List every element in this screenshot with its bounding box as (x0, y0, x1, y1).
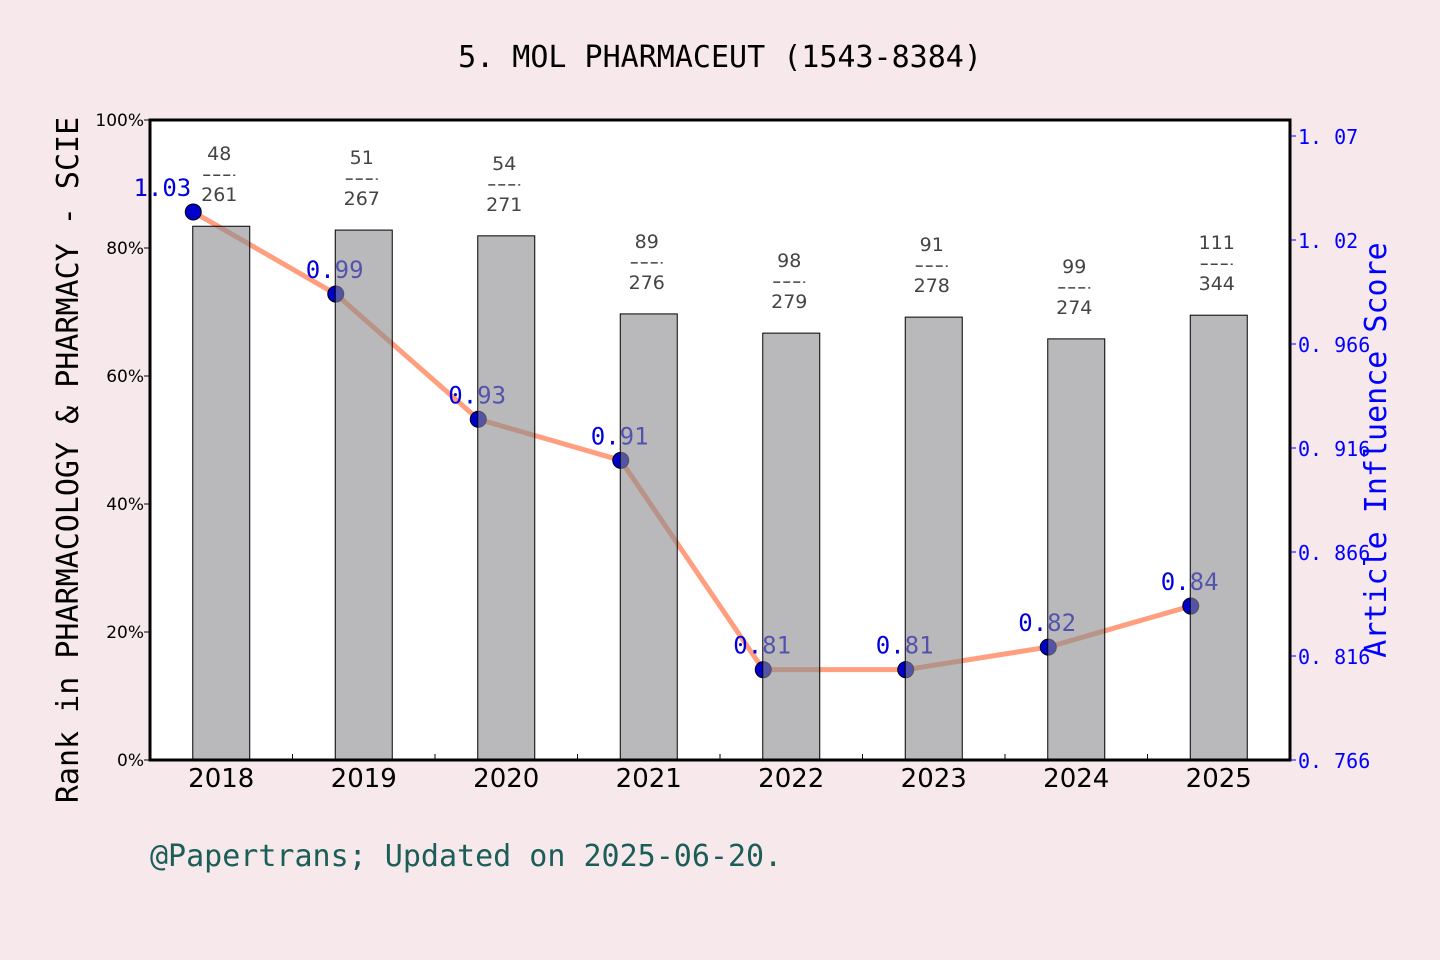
rank-label: 48 (207, 143, 231, 165)
y-tick-label: 100% (95, 111, 144, 131)
y-tick-label: 40% (106, 495, 144, 515)
total-label: 271 (486, 194, 522, 216)
rank-label: 51 (350, 147, 374, 169)
total-label: 276 (629, 272, 665, 294)
total-label: 261 (201, 184, 237, 206)
plot-area (150, 120, 1290, 760)
total-label: 344 (1199, 273, 1235, 295)
rank-bar (192, 225, 251, 761)
rank-label: 91 (920, 234, 944, 256)
x-tick-label: 2022 (758, 764, 824, 794)
y-tick-label: 0% (117, 751, 144, 771)
y-tick-label: 60% (106, 367, 144, 387)
rank-bar (334, 229, 393, 761)
x-tick-label: 2023 (901, 764, 967, 794)
x-tick-label: 2020 (473, 764, 539, 794)
rank-bar (762, 332, 821, 761)
y-tick-label: 20% (106, 623, 144, 643)
y2-tick-label: 1. 02 (1298, 229, 1358, 253)
influence-score-point (184, 203, 202, 221)
rank-bar (477, 235, 536, 761)
x-tick-label: 2018 (188, 764, 254, 794)
x-tick-label: 2019 (331, 764, 397, 794)
rank-label: 99 (1062, 256, 1086, 278)
rank-bar (619, 313, 678, 761)
chart-title: 5. MOL PHARMACEUT (1543-8384) (458, 40, 982, 75)
y2-tick-label: 0. 816 (1298, 645, 1370, 669)
rank-label: 89 (635, 231, 659, 253)
x-tick-label: 2025 (1186, 764, 1252, 794)
x-tick-label: 2024 (1043, 764, 1109, 794)
rank-label: 111 (1199, 232, 1235, 254)
rank-label: 54 (492, 153, 516, 175)
rank-label: 98 (777, 250, 801, 272)
y2-tick-label: 0. 766 (1298, 749, 1370, 773)
influence-score-label: 1.03 (133, 174, 191, 202)
rank-bar (1047, 338, 1106, 761)
total-label: 267 (344, 188, 380, 210)
y2-axis-label: Article Influence Score (1359, 242, 1394, 657)
rank-bar (904, 316, 963, 761)
x-tick-label: 2021 (616, 764, 682, 794)
y-axis-label: Rank in PHARMACOLOGY & PHARMACY - SCIE (51, 117, 86, 803)
footer-credit: @Papertrans; Updated on 2025-06-20. (150, 839, 782, 874)
y2-tick-label: 0. 866 (1298, 541, 1370, 565)
total-label: 274 (1056, 297, 1092, 319)
y-tick-label: 80% (106, 239, 144, 259)
rank-bar (1189, 314, 1248, 761)
total-label: 278 (914, 275, 950, 297)
y2-tick-label: 0. 966 (1298, 333, 1370, 357)
total-label: 279 (771, 291, 807, 313)
y2-tick-label: 0. 916 (1298, 437, 1370, 461)
y2-tick-label: 1. 07 (1298, 125, 1358, 149)
